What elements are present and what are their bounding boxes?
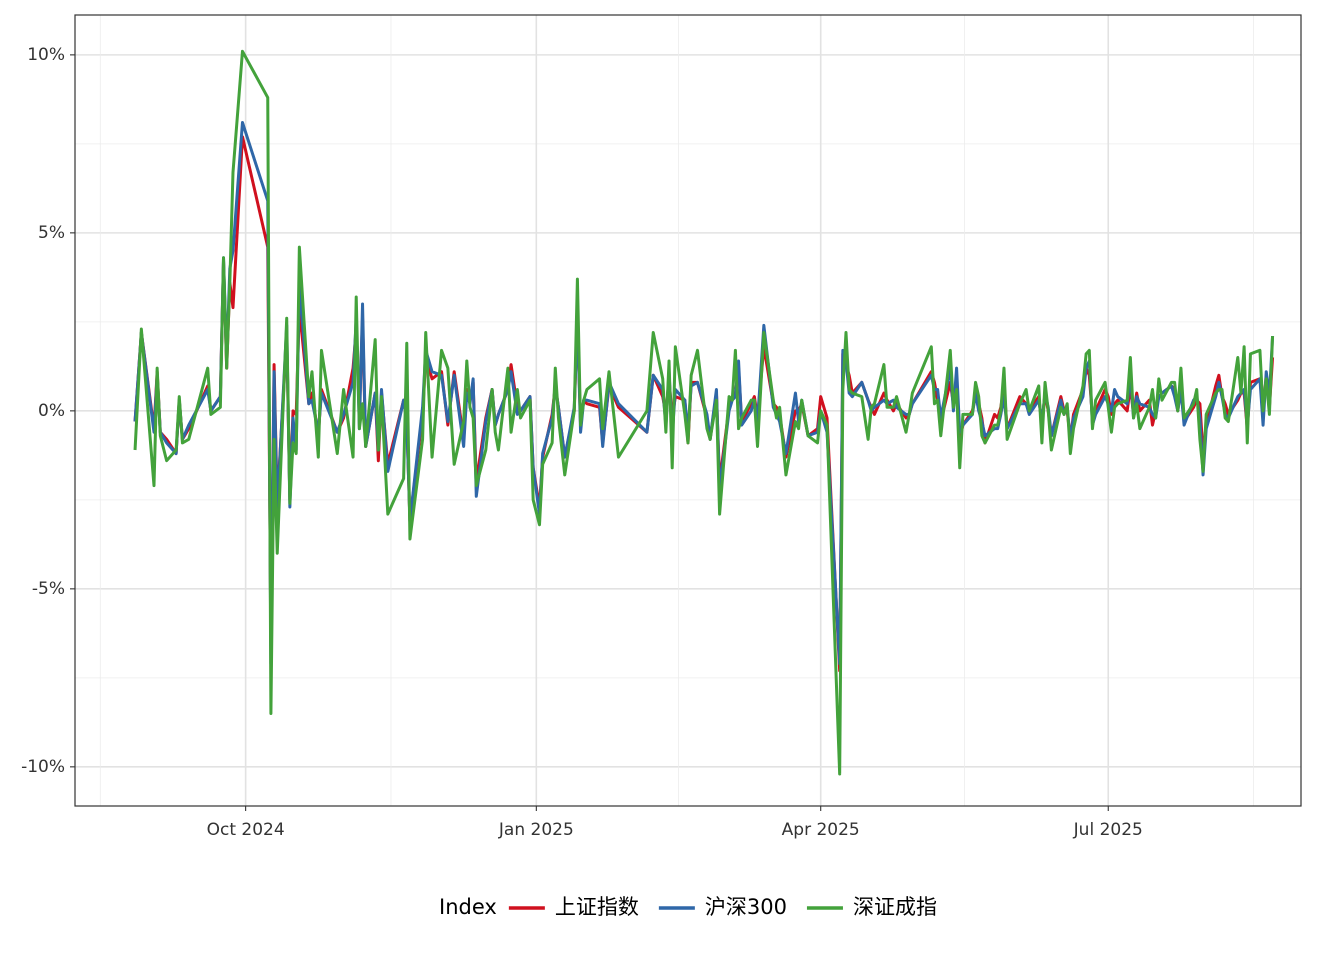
legend-label: 沪深300 <box>705 895 787 919</box>
y-tick-label: 0% <box>38 401 65 421</box>
y-tick-label: -5% <box>32 579 65 599</box>
legend-label: 深证成指 <box>853 895 937 919</box>
x-tick-label: Apr 2025 <box>782 820 860 840</box>
x-tick-label: Jan 2025 <box>498 820 574 840</box>
plot-lines <box>133 49 1275 776</box>
x-tick-label: Oct 2024 <box>207 820 285 840</box>
y-tick-label: 5% <box>38 223 65 243</box>
legend-label: 上证指数 <box>555 895 639 919</box>
legend: Index 上证指数 沪深300 深证成指 <box>439 895 937 919</box>
axes: -10% -5% 0% 5% 10% Oct 2024 Jan 2025 Apr 2025 Ju… <box>21 45 1143 840</box>
y-tick-label: 10% <box>27 45 65 65</box>
legend-title: Index <box>439 895 497 919</box>
x-tick-label: Jul 2025 <box>1073 820 1143 840</box>
y-tick-label: -10% <box>21 757 65 777</box>
series-line <box>133 49 1275 776</box>
